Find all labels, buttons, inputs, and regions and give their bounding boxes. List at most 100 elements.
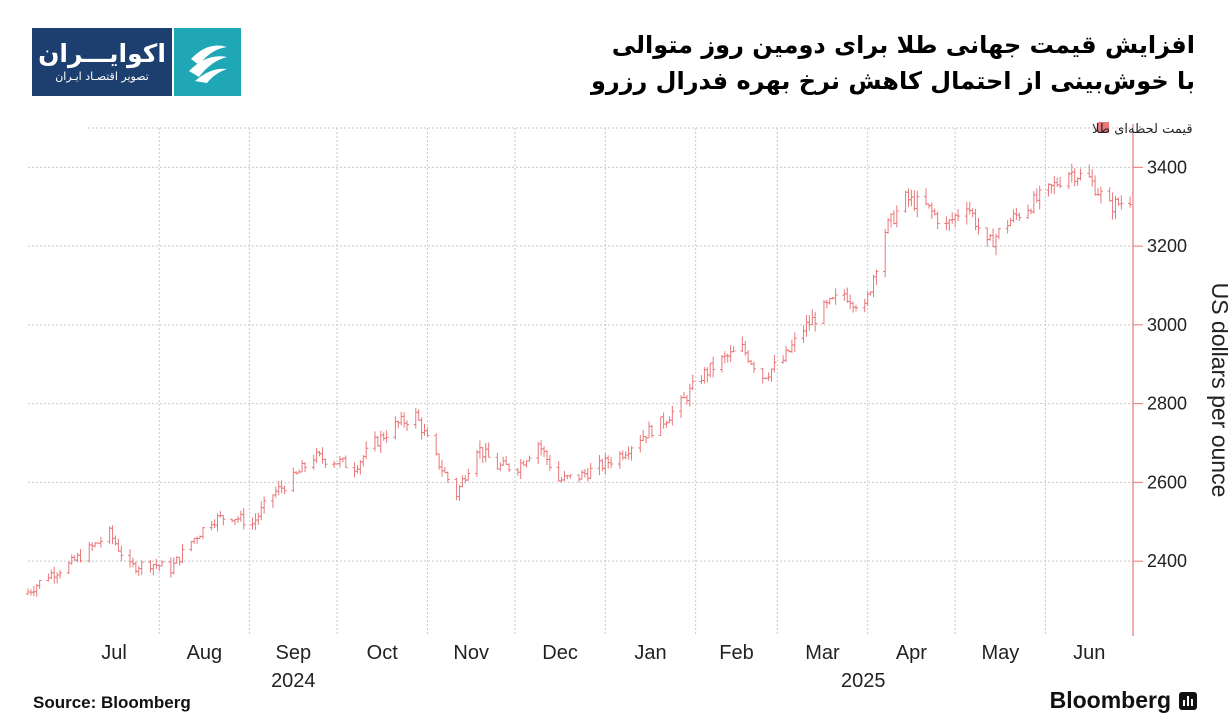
x-tick-label: Sep: [276, 642, 312, 664]
title-line-2: با خوش‌بینی از احتمال کاهش نرخ بهره فدرا…: [590, 67, 1195, 95]
price-bar: [233, 518, 238, 525]
price-bar: [154, 558, 159, 570]
brand-name: Bloomberg: [1049, 687, 1171, 713]
price-bar: [682, 392, 687, 399]
price-bar: [728, 345, 733, 363]
price-bar: [626, 446, 631, 460]
price-bar: [1087, 164, 1092, 178]
price-bar: [1069, 163, 1074, 183]
price-bar: [332, 460, 337, 468]
x-tick-label: Jan: [634, 642, 666, 664]
price-bar: [862, 298, 867, 313]
price-bar: [854, 304, 859, 312]
price-bar: [180, 543, 185, 563]
legend-swatch: [1098, 122, 1109, 133]
price-bar: [629, 446, 634, 461]
price-bar: [1066, 171, 1071, 190]
price-bar: [993, 233, 998, 256]
price-bar: [923, 188, 928, 206]
price-bar: [422, 423, 427, 436]
price-bar: [804, 314, 809, 337]
price-bars: [26, 163, 1133, 597]
price-bar: [49, 569, 54, 580]
price-bar: [1119, 195, 1124, 210]
price-bar: [585, 468, 590, 482]
price-bar: [801, 325, 806, 344]
y-tick-label: 2800: [1147, 394, 1187, 414]
chart-title: افزایش قیمت جهانی طلا برای دومین روز متو…: [495, 27, 1195, 99]
price-bar: [588, 462, 593, 479]
price-bar: [915, 190, 920, 218]
price-bar: [772, 354, 777, 373]
logo-wordmark: اکوایـــران تصویر اقتصـاد ایـران: [32, 28, 172, 96]
price-bar: [320, 447, 325, 464]
price-bar: [1008, 217, 1013, 227]
price-bar: [139, 560, 144, 575]
price-bar: [679, 395, 684, 419]
price-bar: [620, 450, 625, 461]
price-bar: [90, 542, 95, 552]
price-bar: [311, 454, 316, 470]
price-bar: [98, 536, 103, 548]
price-bar: [947, 218, 952, 231]
price-bar: [664, 420, 669, 428]
price-bar: [658, 416, 663, 436]
price-bar: [1055, 177, 1060, 187]
price-bar: [539, 440, 544, 456]
price-bar: [483, 442, 488, 463]
x-tick-label: May: [981, 642, 1019, 664]
price-bar: [235, 516, 240, 524]
price-bar: [314, 447, 319, 464]
price-bar: [950, 212, 955, 224]
price-bar: [912, 190, 917, 212]
price-bar: [276, 481, 281, 495]
price-bar: [769, 368, 774, 382]
price-bar: [399, 411, 404, 426]
x-tick-label: Nov: [453, 642, 489, 664]
price-bar: [964, 201, 969, 225]
price-bar: [731, 346, 736, 353]
price-bar: [1031, 190, 1036, 214]
price-bar: [641, 430, 646, 442]
price-bar: [518, 459, 523, 480]
price-bar: [1116, 197, 1121, 207]
price-bar: [300, 459, 305, 473]
x-tick-label: Dec: [542, 642, 578, 664]
price-bar: [381, 432, 386, 441]
price-bar: [495, 452, 500, 470]
price-bar: [719, 355, 724, 373]
price-bar: [375, 435, 380, 447]
price-bar: [603, 453, 608, 475]
price-bar: [874, 269, 879, 286]
price-bar: [393, 416, 398, 440]
price-bar: [903, 190, 908, 213]
price-bar: [119, 545, 124, 562]
price-bar: [547, 455, 552, 471]
bloomberg-terminal-icon: [1179, 691, 1197, 710]
price-bar: [171, 557, 176, 575]
price-bar: [751, 361, 756, 373]
price-bar: [160, 560, 165, 567]
x-tick-label: Jul: [101, 642, 127, 664]
price-bar: [323, 458, 328, 468]
price-bar: [442, 466, 447, 474]
price-bar: [579, 469, 584, 480]
price-bar: [291, 467, 296, 492]
price-bar: [477, 440, 482, 459]
price-bar: [419, 417, 424, 440]
price-bar: [606, 455, 611, 469]
price-bar: [926, 203, 931, 209]
price-bar: [597, 455, 602, 476]
price-bar: [504, 455, 509, 465]
price-bar: [507, 463, 512, 473]
legend-label: قیمت لحظه‌ای طلا: [1092, 122, 1193, 137]
price-bar: [725, 353, 730, 363]
price-bar: [259, 501, 264, 521]
price-bar: [845, 287, 850, 303]
price-bar: [157, 564, 162, 572]
price-bar: [195, 536, 200, 544]
price-bar: [466, 468, 471, 481]
price-bar: [996, 227, 1001, 240]
price-bar: [568, 474, 573, 479]
x-tick-label: Feb: [719, 642, 753, 664]
